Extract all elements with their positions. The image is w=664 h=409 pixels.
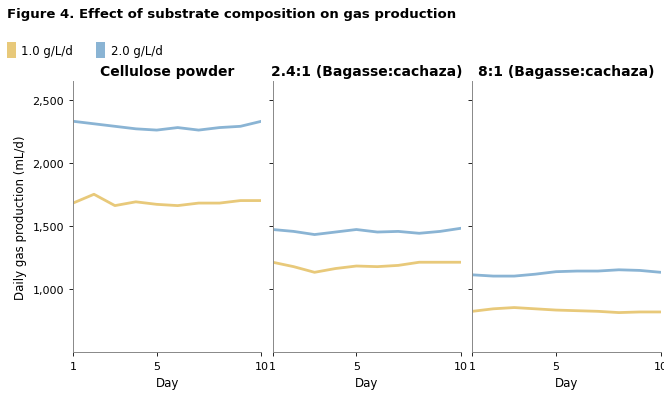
Y-axis label: Daily gas production (mL/d): Daily gas production (mL/d) <box>14 135 27 299</box>
Title: Cellulose powder: Cellulose powder <box>100 65 234 79</box>
Title: 2.4:1 (Bagasse:cachaza): 2.4:1 (Bagasse:cachaza) <box>271 65 463 79</box>
Title: 8:1 (Bagasse:cachaza): 8:1 (Bagasse:cachaza) <box>478 65 655 79</box>
X-axis label: Day: Day <box>355 376 378 389</box>
X-axis label: Day: Day <box>555 376 578 389</box>
Text: 2.0 g/L/d: 2.0 g/L/d <box>111 45 163 58</box>
Text: 1.0 g/L/d: 1.0 g/L/d <box>21 45 73 58</box>
Text: Figure 4. Effect of substrate composition on gas production: Figure 4. Effect of substrate compositio… <box>7 8 456 21</box>
X-axis label: Day: Day <box>155 376 179 389</box>
